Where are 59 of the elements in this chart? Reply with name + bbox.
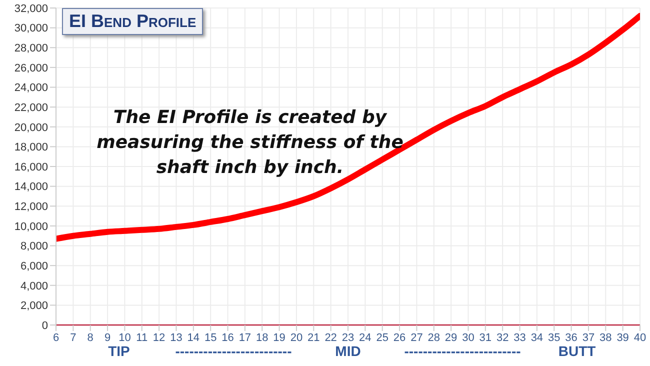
chart-title: EI Bend Profile <box>62 8 204 35</box>
x-tick-label: 39 <box>616 332 629 344</box>
x-tick-label: 14 <box>187 332 200 344</box>
x-tick-label: 19 <box>273 332 286 344</box>
x-tick-label: 27 <box>410 332 423 344</box>
x-tick-label: 34 <box>530 332 544 344</box>
x-tick-label: 8 <box>87 332 94 344</box>
x-tick-label: 37 <box>582 332 595 344</box>
y-tick-label: 2,000 <box>20 300 48 312</box>
x-tick-label: 9 <box>104 332 111 344</box>
y-tick-label: 18,000 <box>14 142 48 154</box>
text: ------------------------- <box>175 343 292 359</box>
x-tick-label: 40 <box>634 332 646 344</box>
x-tick-label: 15 <box>204 332 217 344</box>
text: TIP <box>108 343 130 359</box>
y-tick-label: 30,000 <box>14 22 48 35</box>
y-tick-label: 28,000 <box>14 42 48 55</box>
x-tick-label: 12 <box>152 332 166 344</box>
x-tick-label: 30 <box>462 332 474 344</box>
y-tick-label: 20,000 <box>14 122 48 134</box>
y-tick-label: 24,000 <box>14 82 48 94</box>
x-tick-label: 28 <box>428 332 440 344</box>
y-tick-label: 14,000 <box>14 181 48 194</box>
x-tick-label: 24 <box>359 332 372 344</box>
x-tick-label: 31 <box>479 332 492 344</box>
x-tick-label: 16 <box>222 332 234 344</box>
x-tick-label: 10 <box>118 332 131 344</box>
x-tick-label: 18 <box>256 332 268 344</box>
x-tick-label: 29 <box>444 332 458 344</box>
y-tick-label: 0 <box>42 320 48 332</box>
x-tick-label: 23 <box>342 332 354 344</box>
x-tick-label: 33 <box>514 332 526 344</box>
x-tick-label: 32 <box>496 332 509 344</box>
x-tick-label: 21 <box>308 332 320 344</box>
x-tick-label: 17 <box>238 332 252 344</box>
x-tick-label: 26 <box>393 332 406 344</box>
y-tick-label: 32,000 <box>14 2 48 15</box>
y-tick-label: 22,000 <box>14 102 48 114</box>
y-tick-label: 26,000 <box>14 62 48 74</box>
y-tick-label: 4,000 <box>20 280 48 292</box>
x-tick-label: 25 <box>376 332 388 344</box>
annotation: The EI Profile is created by measuring the stiffness of the shaft inch by inch. <box>96 106 404 180</box>
y-tick-label: 10,000 <box>14 220 48 233</box>
x-tick-label: 38 <box>600 332 612 344</box>
text: MID <box>335 343 361 359</box>
text: BUTT <box>558 343 596 359</box>
x-tick-label: 35 <box>548 332 560 344</box>
x-tick-label: 7 <box>70 332 76 344</box>
x-tick-label: 20 <box>290 332 303 344</box>
text: ------------------------- <box>404 343 521 359</box>
x-tick-label: 6 <box>52 332 60 344</box>
y-tick-label: 6,000 <box>20 260 48 272</box>
x-tick-label: 22 <box>324 332 337 344</box>
y-tick-label: 8,000 <box>20 240 48 253</box>
x-tick-label: 36 <box>565 332 578 344</box>
y-tick-label: 16,000 <box>14 161 48 174</box>
x-tick-label: 13 <box>170 332 182 344</box>
x-tick-label: 11 <box>136 332 148 344</box>
y-tick-label: 12,000 <box>14 201 48 214</box>
